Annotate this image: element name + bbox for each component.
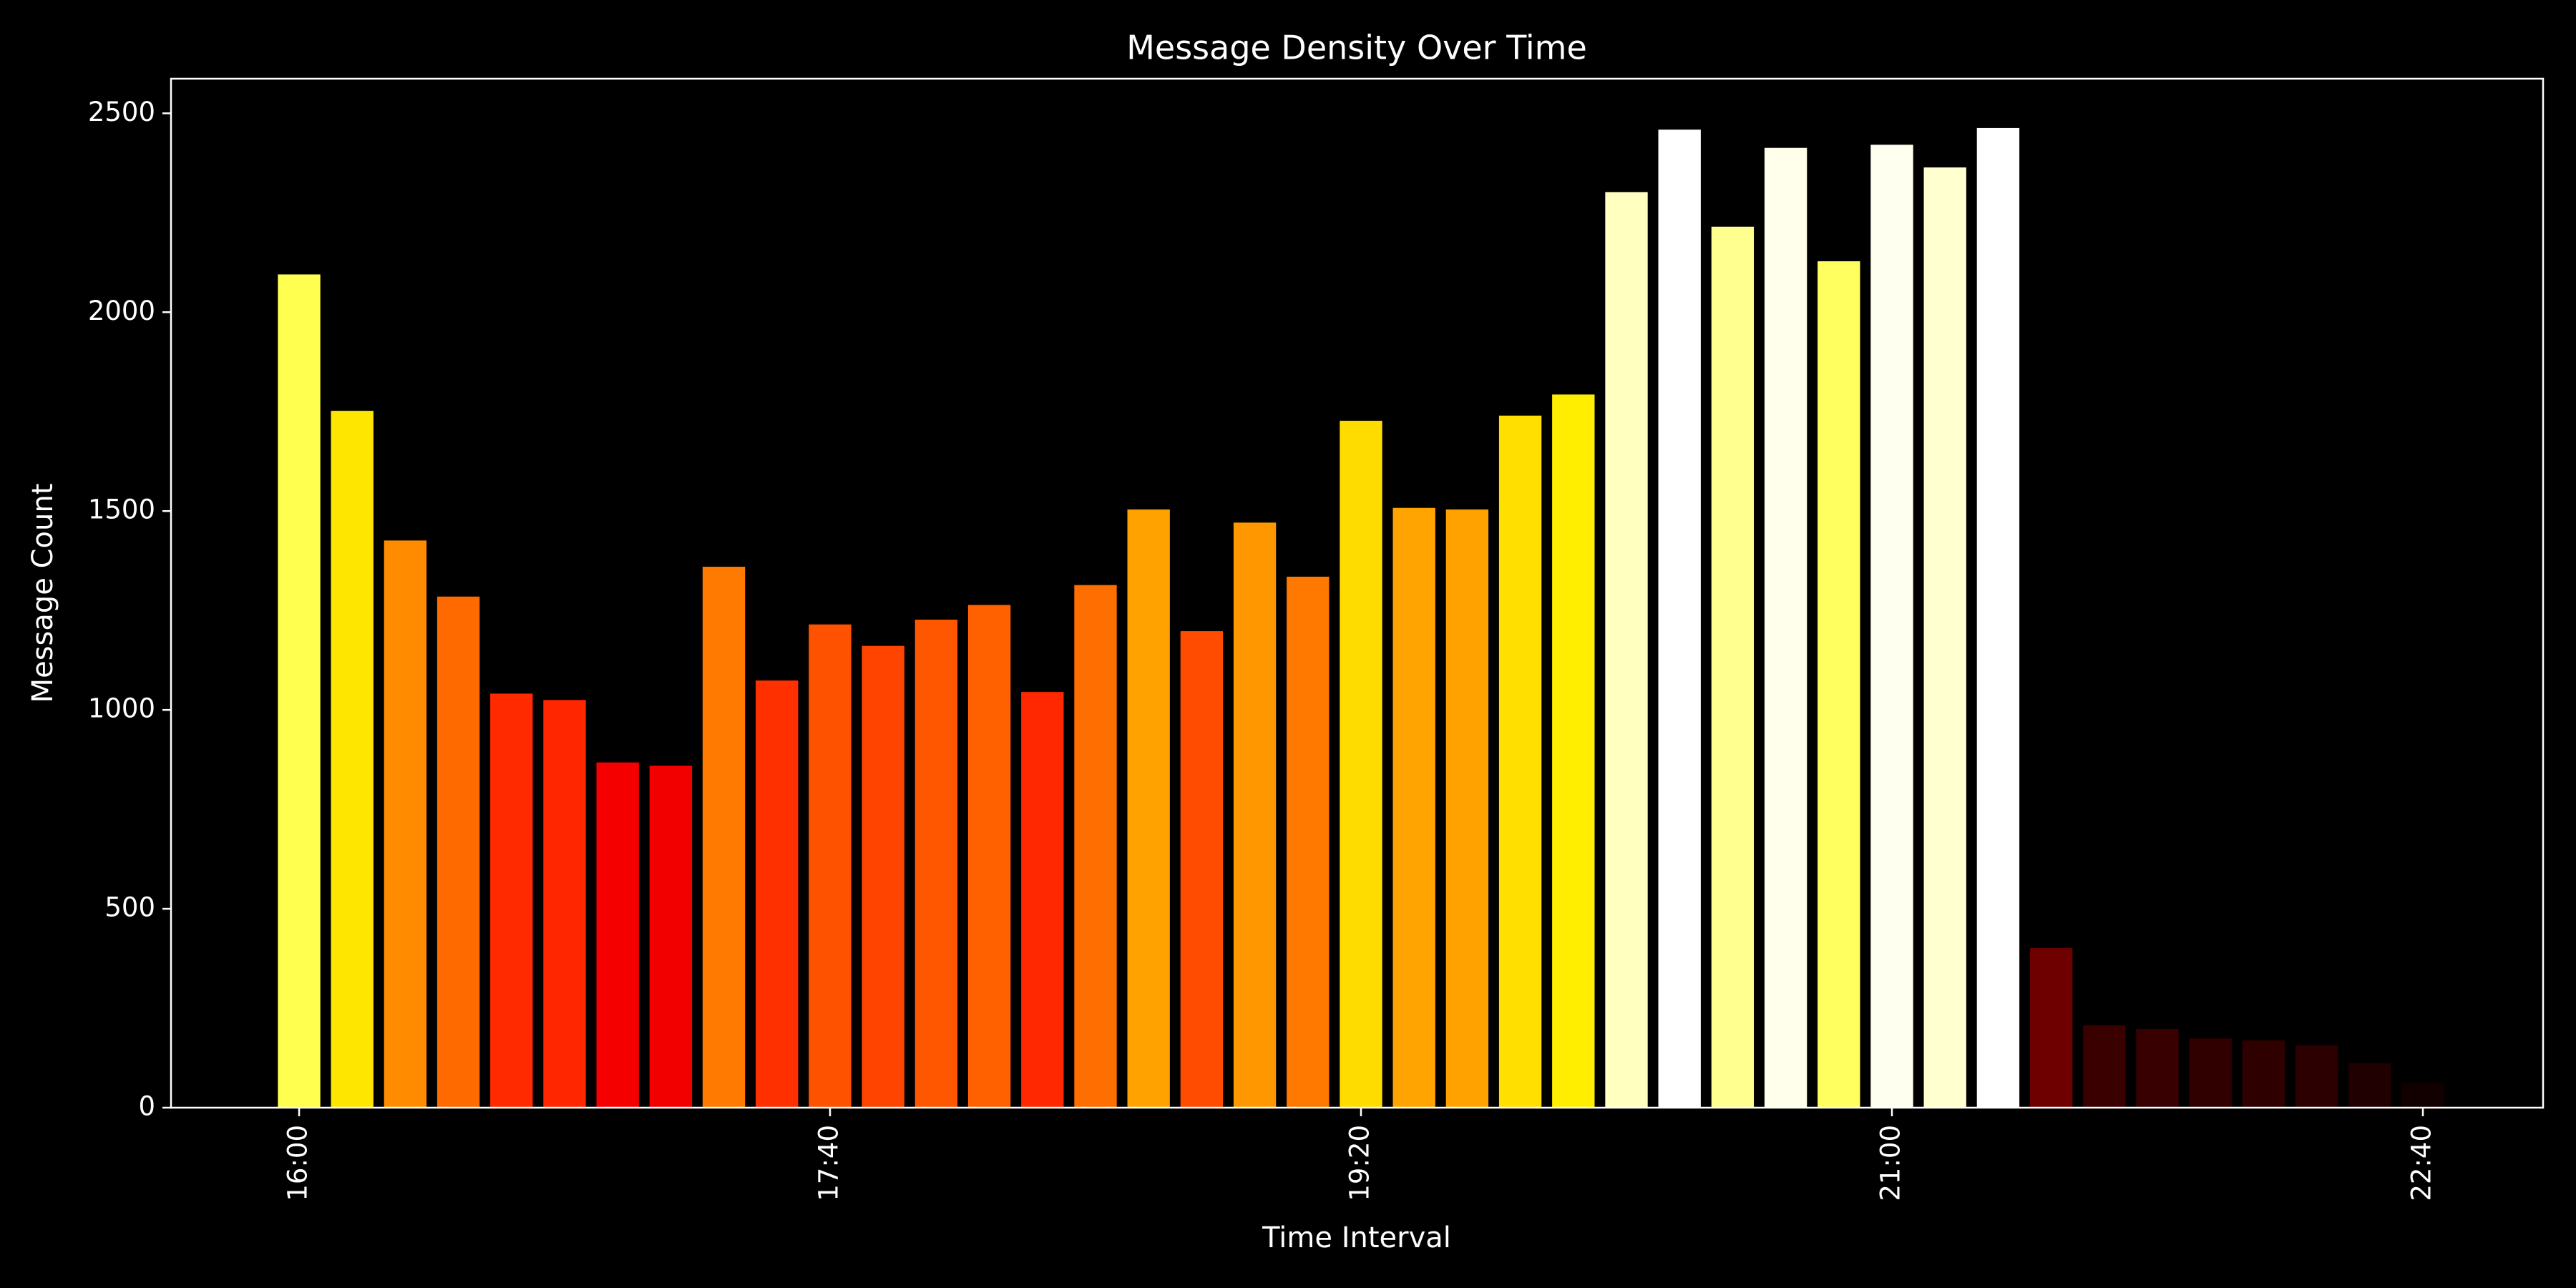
bar [1127,509,1170,1108]
y-tick-label: 0 [138,1091,155,1122]
x-tick-label: 17:40 [814,1125,844,1201]
bar [2083,1025,2126,1108]
bar [702,567,746,1108]
x-axis-label: Time Interval [1262,1221,1451,1254]
bar [967,605,1011,1108]
bar [596,762,639,1108]
y-tick-label: 2500 [88,97,155,127]
bar [2189,1038,2232,1108]
bar [2295,1045,2338,1108]
bar [1445,509,1489,1108]
bar [756,680,799,1108]
bar [2348,1063,2391,1108]
bar [914,619,958,1108]
bar [2029,948,2073,1108]
bar [1870,145,1913,1108]
bar [1818,261,1860,1108]
bar [490,693,533,1108]
bar [1764,147,1807,1108]
y-tick-label: 1000 [88,693,155,724]
bar [809,624,852,1108]
x-tick-label: 19:20 [1345,1125,1375,1201]
plot-frame [170,77,2545,1109]
bar [2136,1028,2179,1108]
y-tick-label: 2000 [88,296,155,326]
bar [1711,226,1755,1108]
bar [649,765,693,1108]
bar [1976,127,2020,1108]
bar [1340,421,1382,1108]
bar [278,274,321,1108]
x-tick-label: 16:00 [283,1125,313,1201]
bar [384,540,427,1108]
y-tick-label: 500 [104,892,155,923]
bar [2401,1083,2444,1108]
bar [1233,522,1277,1108]
bar [1180,631,1224,1108]
x-tick-label: 21:00 [1875,1125,1906,1201]
y-axis-label: Message Count [26,484,59,703]
bar [1498,415,1542,1108]
bar [436,596,480,1108]
bar [1021,692,1064,1108]
bar [1287,576,1330,1108]
bar [2242,1040,2285,1108]
x-tick-label: 22:40 [2406,1125,2437,1201]
bar [1392,507,1435,1108]
bar [1074,585,1117,1108]
bar [862,645,904,1108]
chart-title: Message Density Over Time [1126,29,1587,67]
bar [1605,192,1648,1108]
bar [543,700,586,1108]
y-tick-label: 1500 [88,494,155,525]
bar [331,411,374,1108]
bar [1658,130,1701,1108]
bar [1923,167,1966,1108]
bar [1552,394,1595,1108]
